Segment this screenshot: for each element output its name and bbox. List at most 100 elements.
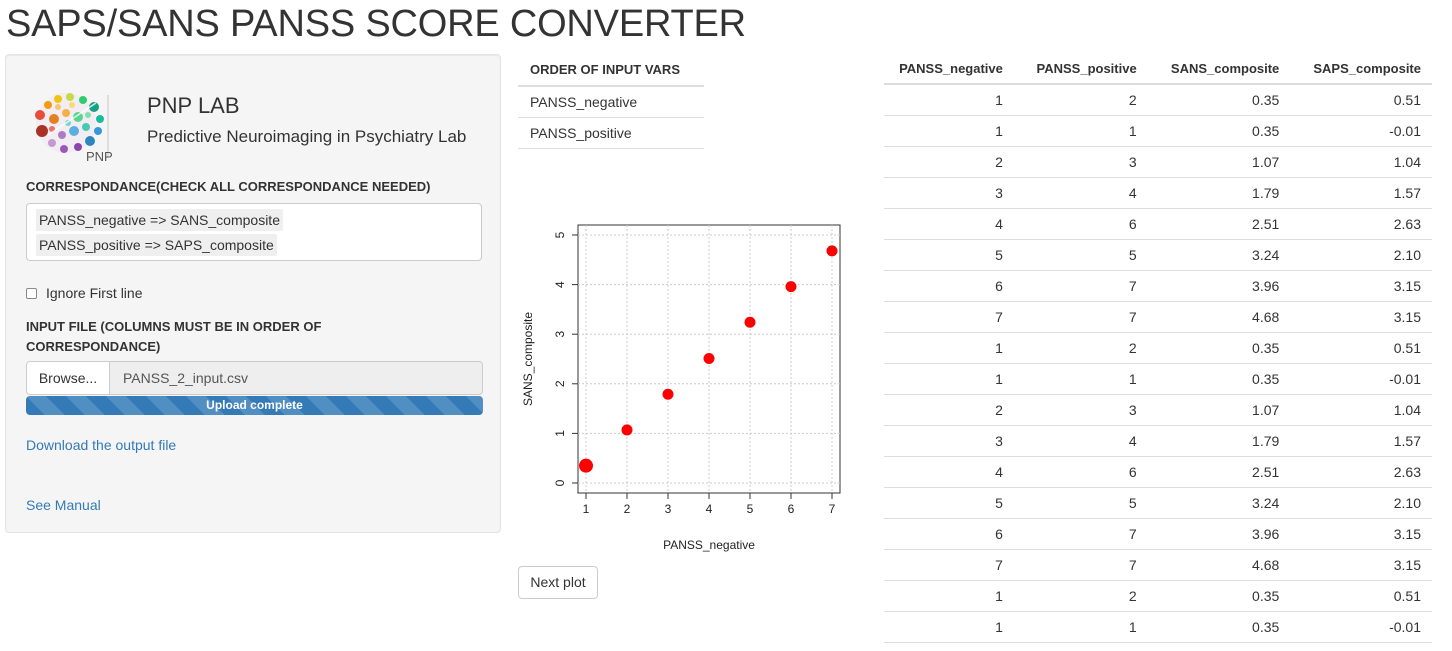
lab-name: PNP LAB [147,93,240,118]
table-cell: 3.15 [1290,549,1432,581]
table-cell: -0.01 [1290,611,1432,643]
download-output-link[interactable]: Download the output file [26,437,177,453]
x-tick-label: 5 [747,502,754,516]
data-point [785,281,797,293]
y-axis: 0 1 2 3 4 5 [553,231,578,486]
table-cell: 0.51 [1290,84,1432,116]
table-row: 3 4 1.79 1.57 [884,177,1432,209]
x-tick-label: 2 [624,502,631,516]
table-cell: 7 [1013,549,1148,581]
column-header: SAPS_composite [1290,54,1432,85]
table-cell: 0.35 [1147,611,1291,643]
table-cell: 6 [884,518,1014,550]
file-input-group[interactable]: Browse... PANSS_2_input.csv [26,361,483,395]
table-row: 2 3 1.07 1.04 [884,146,1432,178]
table-cell: 3.15 [1290,301,1432,333]
lab-subtitle: Predictive Neuroimaging in Psychiatry La… [147,127,467,146]
scatter-plot: 1 2 3 4 5 6 7 0 1 2 3 4 5 PANSS_negative SANS_compo… [521,224,841,552]
order-input-vars-table: ORDER OF INPUT VARS PANSS_negative PANSS… [518,54,704,149]
table-cell: 1.04 [1290,394,1432,426]
table-cell: 1.79 [1147,177,1291,209]
table-cell: 0.35 [1147,115,1291,147]
table-cell: 3.15 [1290,518,1432,550]
upload-status: Upload complete [206,398,303,412]
table-cell: 2.51 [1147,208,1291,240]
data-points [579,245,838,473]
table-cell: 7 [884,301,1014,333]
table-cell: 7 [884,549,1014,581]
table-cell: 3.24 [1147,487,1291,519]
table-row: 1 1 0.35 -0.01 [884,611,1432,643]
table-cell: 2 [884,146,1014,178]
ignore-first-line-checkbox[interactable] [26,287,37,299]
browse-button[interactable]: Browse... [27,362,110,394]
table-row: 3 4 1.79 1.57 [884,425,1432,457]
y-tick-label: 5 [553,231,567,238]
table-row: 2 3 1.07 1.04 [884,394,1432,426]
table-cell: 2.10 [1290,239,1432,271]
table-cell: 3.96 [1147,518,1291,550]
table-cell: 1 [1013,115,1148,147]
table-cell: 1 [884,115,1014,147]
table-cell: 1.04 [1290,146,1432,178]
x-tick-label: 1 [583,502,590,516]
table-cell: 1.07 [1147,394,1291,426]
input-file-label: INPUT FILE (COLUMNS MUST BE IN ORDER OF … [26,319,322,354]
see-manual-link[interactable]: See Manual [26,497,101,513]
data-point [703,353,715,365]
table-cell: 1.57 [1290,177,1432,209]
table-cell: 2 [884,394,1014,426]
table-cell: 3 [884,425,1014,457]
table-cell: 4 [884,208,1014,240]
selected-option[interactable]: PANSS_positive => SAPS_composite [36,234,277,256]
x-axis: 1 2 3 4 5 6 7 [583,493,836,516]
table-row: 4 6 2.51 2.63 [884,208,1432,240]
table-row: 1 1 0.35 -0.01 [884,363,1432,395]
ignore-first-line-label[interactable]: Ignore First line [46,285,143,301]
table-row: 6 7 3.96 3.15 [884,270,1432,302]
next-plot-button[interactable]: Next plot [518,566,598,599]
table-cell: 2 [1013,84,1148,116]
x-tick-label: 6 [788,502,795,516]
column-header: SANS_composite [1147,54,1291,85]
table-cell: 1 [1013,363,1148,395]
table-cell: 1 [884,580,1014,612]
x-tick-label: 3 [665,502,672,516]
column-header: PANSS_positive [1013,54,1148,85]
y-tick-label: 4 [553,281,567,288]
table-cell: 1 [884,84,1014,116]
table-cell: 6 [1013,208,1148,240]
table-cell: 1.07 [1147,146,1291,178]
data-point [579,458,593,473]
table-cell: 3 [1013,394,1148,426]
table-cell: 1 [884,332,1014,364]
logo-text: PNP [86,149,113,164]
x-tick-label: 4 [706,502,713,516]
data-point [744,316,756,328]
table-row: 7 7 4.68 3.15 [884,549,1432,581]
upload-progress-bar: Upload complete [26,396,483,415]
selected-option[interactable]: PANSS_negative => SANS_composite [36,209,283,231]
table-cell: 1 [884,363,1014,395]
table-row: 4 6 2.51 2.63 [884,456,1432,488]
table-cell: 6 [1013,456,1148,488]
table-row: 1 2 0.35 0.51 [884,84,1432,116]
y-tick-label: 3 [553,331,567,338]
table-cell: 3.15 [1290,270,1432,302]
table-cell: 4 [1013,177,1148,209]
table-cell: 2.63 [1290,456,1432,488]
table-cell: 1 [1013,611,1148,643]
y-axis-label: SANS_composite [521,312,535,406]
table-row: PANSS_positive [518,117,704,149]
table-cell: -0.01 [1290,115,1432,147]
table-cell: 7 [1013,518,1148,550]
table-cell: 0.35 [1147,363,1291,395]
table-row: 1 1 0.35 -0.01 [884,115,1432,147]
table-row: PANSS_negative [518,86,704,118]
ignore-first-line-row[interactable]: Ignore First line [26,284,142,302]
correspondance-select[interactable]: PANSS_negative => SANS_composite PANSS_p… [26,203,482,261]
order-var: PANSS_negative [518,86,704,118]
data-point [662,388,674,400]
data-point [621,424,633,436]
table-cell: 4.68 [1147,549,1291,581]
